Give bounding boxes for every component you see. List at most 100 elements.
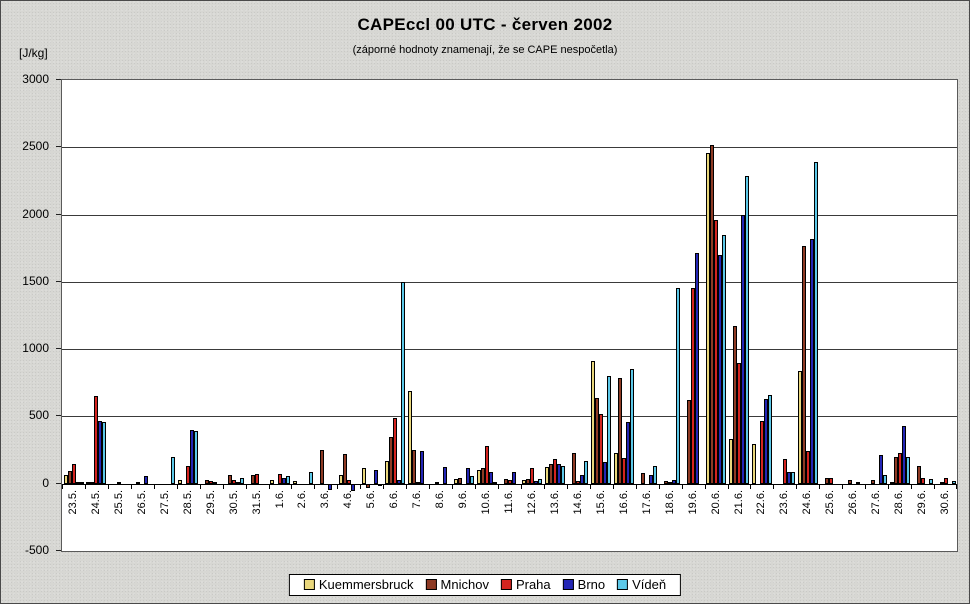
legend-label: Mnichov [440, 577, 489, 592]
x-axis-tick-label: 28.6. [893, 489, 906, 515]
gridline [62, 416, 957, 418]
plot-area: 23.5. 24.5. 25.5. 26.5. 27.5. 28.5. 29.5. 30.5.… [61, 79, 958, 552]
bar-mnichov [549, 464, 554, 484]
category-group: 28.6. [888, 80, 911, 551]
bar-brno [741, 214, 745, 484]
x-tick [176, 483, 178, 489]
x-axis-tick-label: 2.6. [296, 489, 309, 509]
bar-brno [557, 464, 562, 484]
bar-kuemmersbruck [545, 466, 550, 484]
legend-swatch-praha [500, 579, 512, 590]
x-axis-tick-label: 25.6. [824, 489, 837, 515]
y-axis-tick-label: 1000 [22, 341, 49, 356]
category-group: 24.5. [84, 80, 108, 551]
bar-vídeň [308, 472, 313, 484]
bar-brno [580, 474, 585, 484]
legend-item-praha: Praha [500, 577, 551, 592]
x-axis-tick-label: 3.6. [319, 489, 332, 509]
bar-vídeň [813, 162, 818, 484]
y-axis-tick-label: 500 [28, 408, 49, 423]
bar-brno [534, 481, 539, 484]
bar-praha [346, 480, 351, 484]
x-tick [704, 483, 706, 489]
y-tick [56, 146, 61, 148]
bar-brno [626, 422, 631, 484]
category-group: 4.6. [337, 80, 360, 551]
x-axis-tick-label: 8.6. [434, 489, 447, 509]
bar-vídeň [882, 474, 887, 484]
bar-kuemmersbruck [338, 474, 343, 484]
x-tick [291, 483, 293, 489]
legend-swatch-mnichov [425, 579, 437, 590]
bar-mnichov [572, 452, 577, 484]
bar-praha [576, 481, 581, 484]
legend-swatch-brno [562, 579, 574, 590]
bar-vídeň [286, 476, 291, 484]
bar-brno [763, 398, 768, 484]
x-axis-tick-label: 11.6. [503, 489, 516, 514]
bar-brno [786, 471, 791, 484]
category-group: 1.6. [268, 80, 292, 551]
x-axis-tick-label: 4.6. [342, 489, 355, 509]
bar-mnichov [847, 479, 852, 484]
bar-mnichov [411, 450, 416, 484]
bar-kuemmersbruck [453, 479, 458, 484]
category-group: 30.5. [222, 80, 246, 551]
x-axis-tick-label: 24.5. [89, 489, 102, 515]
x-tick [819, 483, 821, 489]
x-tick [130, 483, 132, 489]
category-group: 23.6. [773, 80, 796, 551]
bar-brno [855, 481, 860, 484]
bar-praha [714, 219, 719, 484]
category-group: 15.6. [589, 80, 613, 551]
legend-item-brno: Brno [562, 577, 606, 592]
bar-kuemmersbruck [178, 480, 183, 484]
x-axis-tick-label: 23.6. [778, 489, 791, 515]
bar-mnichov [595, 398, 600, 484]
bar-mnichov [67, 470, 72, 484]
gridline [62, 147, 957, 149]
x-axis-tick-label: 5.6. [365, 489, 378, 509]
x-axis-tick-label: 22.6. [755, 489, 768, 515]
x-axis-tick-label: 25.5. [112, 489, 125, 515]
category-group: 10.6. [475, 80, 498, 551]
bar-brno [603, 461, 608, 484]
bar-praha [622, 458, 627, 484]
y-axis-tick-label: 1500 [22, 273, 49, 288]
x-tick [498, 483, 500, 489]
bar-brno [901, 425, 906, 484]
x-tick [107, 483, 109, 489]
bar-mnichov [641, 472, 646, 484]
bar-praha [920, 477, 925, 484]
bar-brno [327, 483, 332, 491]
category-group: 18.6. [658, 80, 682, 551]
legend-swatch-vídeň [617, 579, 629, 590]
bar-mnichov [824, 478, 829, 484]
bar-kuemmersbruck [889, 482, 894, 485]
bar-praha [484, 446, 489, 484]
x-tick [62, 483, 63, 489]
bar-vídeň [584, 460, 589, 484]
category-group: 24.6. [796, 80, 819, 551]
bar-praha [943, 477, 948, 484]
bar-vídeň [630, 369, 635, 484]
legend-label: Brno [577, 577, 606, 592]
bar-vídeň [469, 475, 474, 484]
legend-item-kuemmersbruck: Kuemmersbruck [303, 577, 414, 592]
bar-mnichov [434, 482, 439, 485]
category-group: 31.5. [245, 80, 269, 551]
bar-mnichov [687, 400, 692, 484]
y-axis-tick-label: 2500 [22, 139, 49, 154]
bar-brno [396, 479, 401, 484]
x-axis-tick-label: 10.6. [480, 489, 493, 515]
bar-brno [809, 239, 814, 484]
y-axis-labels: 3000 2500 2000 1500 1000 500 0 -500 [1, 72, 55, 557]
x-tick [199, 483, 201, 489]
bar-vídeň [171, 456, 176, 484]
x-tick [222, 483, 224, 489]
bar-vídeň [767, 394, 772, 484]
bar-brno [718, 254, 723, 484]
bar-praha [507, 480, 512, 484]
bar-vídeň [194, 430, 199, 484]
